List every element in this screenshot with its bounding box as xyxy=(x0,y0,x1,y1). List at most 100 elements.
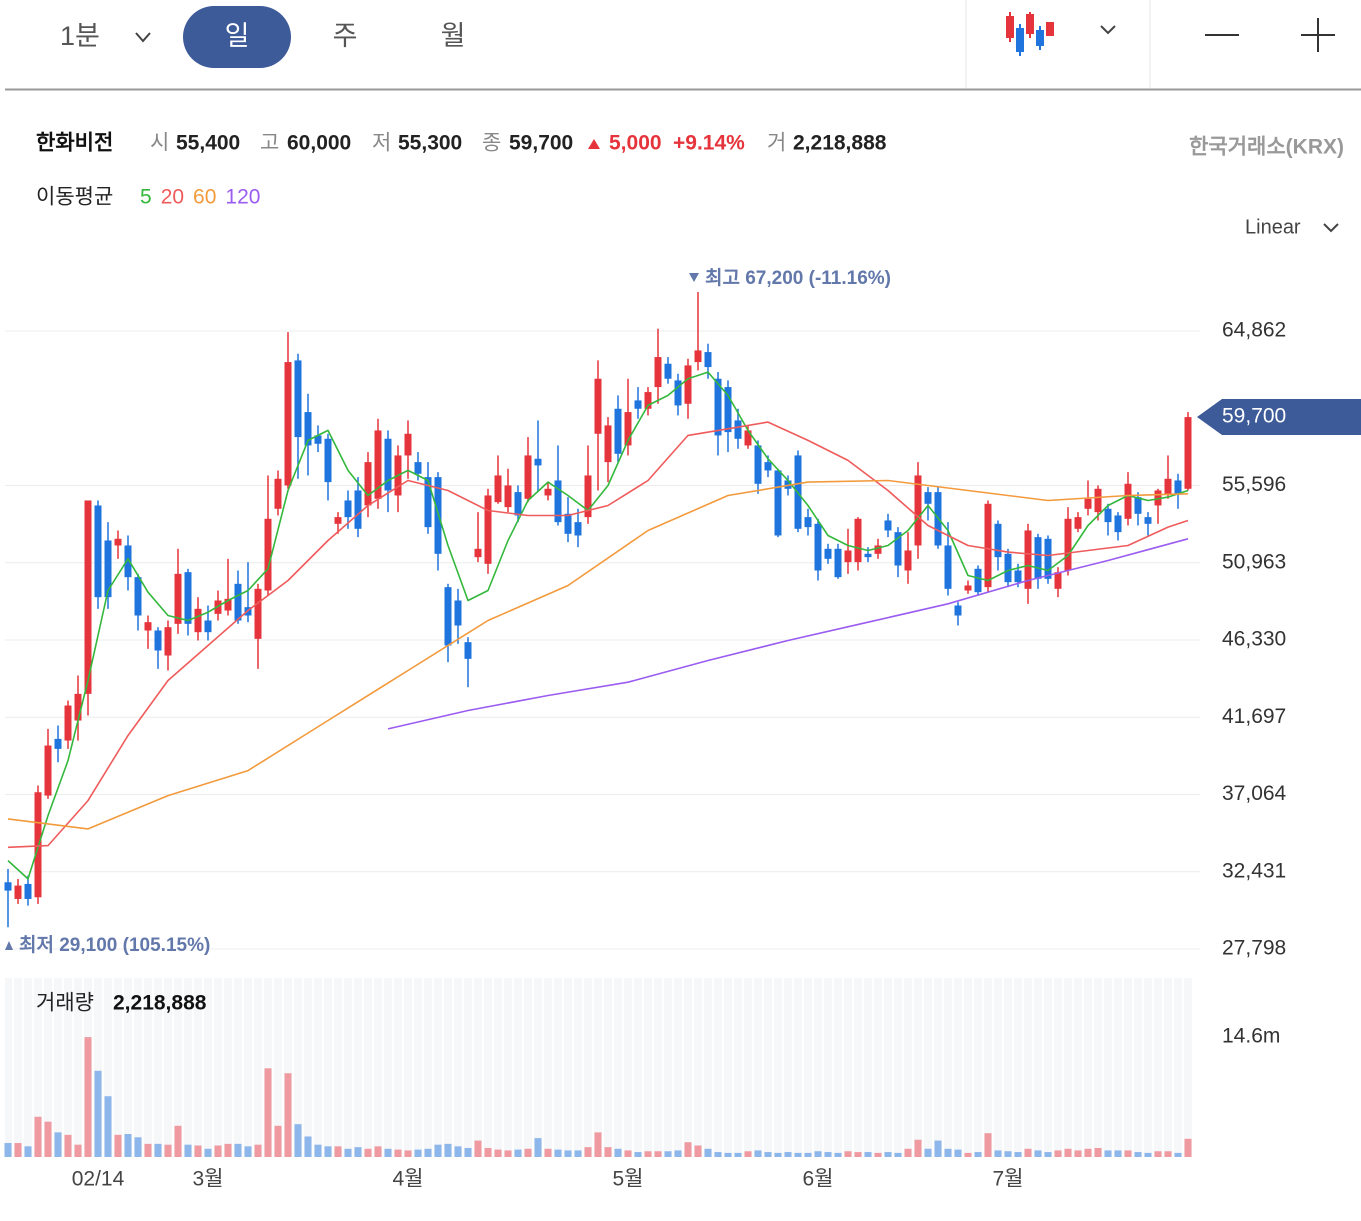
volume-bar xyxy=(764,1152,772,1157)
candle-body xyxy=(1124,483,1132,519)
candle-body xyxy=(294,360,302,438)
volume-bar xyxy=(244,1146,252,1157)
volume-bar xyxy=(414,1149,422,1157)
volume-bar xyxy=(834,1152,842,1157)
volume-bar xyxy=(944,1148,952,1157)
candle-body xyxy=(744,430,752,446)
volume-bar xyxy=(754,1150,762,1157)
volume-bar xyxy=(334,1146,342,1157)
candle-body xyxy=(174,573,182,624)
legend-entry: 5 xyxy=(140,186,152,209)
chevron[interactable] xyxy=(135,32,151,43)
quote-header: 한화비전 시 55,400 고 60,000 저 55,300 종 59,700… xyxy=(36,132,1344,239)
price-plot xyxy=(4,292,1200,950)
candle-body xyxy=(624,412,632,446)
volume-bar xyxy=(1084,1148,1092,1157)
candle-body xyxy=(764,462,772,471)
volume-bar xyxy=(324,1146,332,1157)
volume-bar xyxy=(384,1148,392,1157)
candle-body xyxy=(364,462,372,506)
candle-body xyxy=(914,475,922,546)
candle-body xyxy=(324,438,332,483)
volume-bar xyxy=(614,1148,622,1157)
moving-average-line xyxy=(387,538,1189,730)
volume-bar xyxy=(514,1149,522,1157)
volume-bar xyxy=(54,1132,62,1157)
candle-body xyxy=(664,363,672,379)
candle-body xyxy=(974,568,982,593)
y-tick-label: 55,596 xyxy=(1222,473,1286,496)
volume-bar xyxy=(1034,1150,1042,1157)
candle-body xyxy=(14,885,22,899)
volume-bar xyxy=(44,1121,52,1157)
volume-bar xyxy=(544,1148,552,1157)
candle-body xyxy=(694,350,702,363)
volume-bar xyxy=(1144,1152,1152,1157)
candle-body xyxy=(814,523,822,571)
label: 시 xyxy=(150,132,169,155)
candle-body xyxy=(964,585,972,591)
zoom-in-button[interactable] xyxy=(1301,18,1335,52)
chevron[interactable] xyxy=(1323,223,1339,233)
candle-body xyxy=(1164,478,1172,494)
volume-bar xyxy=(314,1144,322,1157)
volume-stripes xyxy=(12,978,1194,1157)
candle-body xyxy=(524,455,532,499)
candle-body xyxy=(834,548,842,578)
volume-bar xyxy=(664,1151,672,1157)
candle-body xyxy=(334,517,342,524)
volume-bar xyxy=(1044,1152,1052,1157)
volume-bar xyxy=(404,1150,412,1157)
candle-body xyxy=(164,627,172,656)
volume-bar xyxy=(784,1152,792,1157)
chevron[interactable] xyxy=(1100,25,1116,35)
volume-bar xyxy=(354,1147,362,1157)
legend-entry: 120 xyxy=(225,186,260,209)
tab[interactable]: 일 xyxy=(225,21,250,51)
candle-body xyxy=(864,553,872,558)
volume-bar xyxy=(714,1152,722,1157)
high-annotation: 최고 67,200 (-11.16%) xyxy=(705,267,891,289)
candle-body xyxy=(904,550,912,571)
volume-bar xyxy=(844,1151,852,1157)
candle-body xyxy=(1174,480,1182,494)
interval-select[interactable]: 1분 xyxy=(60,21,100,51)
exchange: 한국거래소(KRX) xyxy=(1189,136,1344,159)
volume-bar xyxy=(724,1152,732,1157)
tab[interactable]: 주 xyxy=(333,21,358,51)
volume-bar xyxy=(884,1152,892,1157)
candle-body xyxy=(464,642,472,659)
candle-body xyxy=(1044,538,1052,579)
volume-bar xyxy=(274,1125,282,1157)
candle-body xyxy=(884,520,892,531)
volume-bar xyxy=(624,1150,632,1157)
volume-bar xyxy=(454,1146,462,1157)
tab[interactable]: 월 xyxy=(441,21,466,51)
candle-body xyxy=(1154,490,1162,506)
candle-body xyxy=(714,378,722,436)
volume-bar xyxy=(814,1151,822,1157)
candle-body xyxy=(804,517,812,528)
volume-bar xyxy=(1004,1151,1012,1157)
candle-body xyxy=(24,883,32,899)
candle-body xyxy=(84,500,92,694)
y-tick-label: 37,064 xyxy=(1222,782,1287,805)
candle-body xyxy=(264,518,272,591)
candle-body xyxy=(544,488,552,496)
candle-body xyxy=(1144,517,1152,524)
volume-bar xyxy=(694,1145,702,1157)
volume-bar xyxy=(874,1152,882,1157)
volume-bar xyxy=(1154,1151,1162,1157)
chart-type-icon[interactable] xyxy=(1006,12,1054,56)
volume-bar xyxy=(674,1150,682,1157)
candle-body xyxy=(1104,508,1112,523)
tab-selected-bg[interactable] xyxy=(183,6,291,68)
volume-bar xyxy=(394,1149,402,1157)
scale-select[interactable]: Linear xyxy=(1245,216,1301,238)
x-tick-label: 5월 xyxy=(613,1168,644,1191)
volume-bar xyxy=(1174,1152,1182,1157)
volume-bar xyxy=(434,1144,442,1157)
volume-bar xyxy=(654,1151,662,1157)
toolbar: 1분 일 주 월 xyxy=(5,0,1361,91)
volume: 2,218,888 xyxy=(793,132,887,155)
